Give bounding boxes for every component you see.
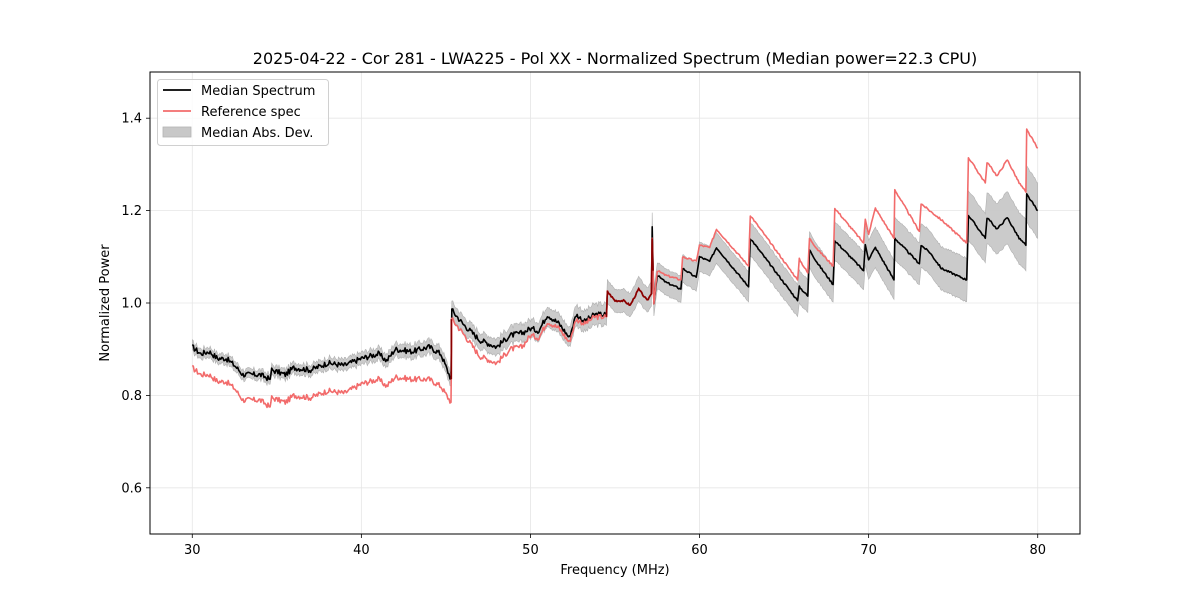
series-layer — [191, 128, 1039, 409]
x-tick-label: 80 — [1029, 543, 1046, 558]
legend-label-mad: Median Abs. Dev. — [201, 126, 313, 141]
y-tick-label: 1.4 — [121, 112, 142, 127]
legend-swatch-mad — [162, 126, 192, 138]
x-tick-label: 30 — [184, 543, 201, 558]
legend-box — [157, 79, 329, 146]
x-tick-label: 50 — [522, 543, 539, 558]
legend: Median Spectrum Reference spec Median Ab… — [157, 79, 329, 146]
grid — [150, 72, 1080, 534]
y-tick-label: 0.8 — [121, 389, 142, 404]
x-axis: 30 40 50 60 70 80 — [184, 534, 1046, 558]
plot-area — [149, 71, 1081, 535]
x-tick-label: 70 — [860, 543, 877, 558]
y-tick-label: 1.2 — [121, 204, 142, 219]
mad-band — [192, 164, 1038, 387]
legend-label-reference-spec: Reference spec — [201, 105, 301, 120]
x-tick-label: 40 — [353, 543, 370, 558]
y-tick-label: 0.6 — [121, 481, 142, 496]
x-tick-label: 60 — [691, 543, 708, 558]
y-tick-label: 1.0 — [121, 297, 142, 312]
mad-band-layer — [192, 164, 1038, 387]
series-overlap — [605, 238, 654, 317]
chart-title: 2025-04-22 - Cor 281 - LWA225 - Pol XX -… — [253, 49, 977, 68]
x-axis-label: Frequency (MHz) — [560, 563, 669, 578]
y-axis: 0.6 0.8 1.0 1.2 1.4 — [121, 112, 150, 496]
y-axis-label: Normalized Power — [98, 244, 113, 362]
legend-label-median-spectrum: Median Spectrum — [201, 84, 315, 99]
